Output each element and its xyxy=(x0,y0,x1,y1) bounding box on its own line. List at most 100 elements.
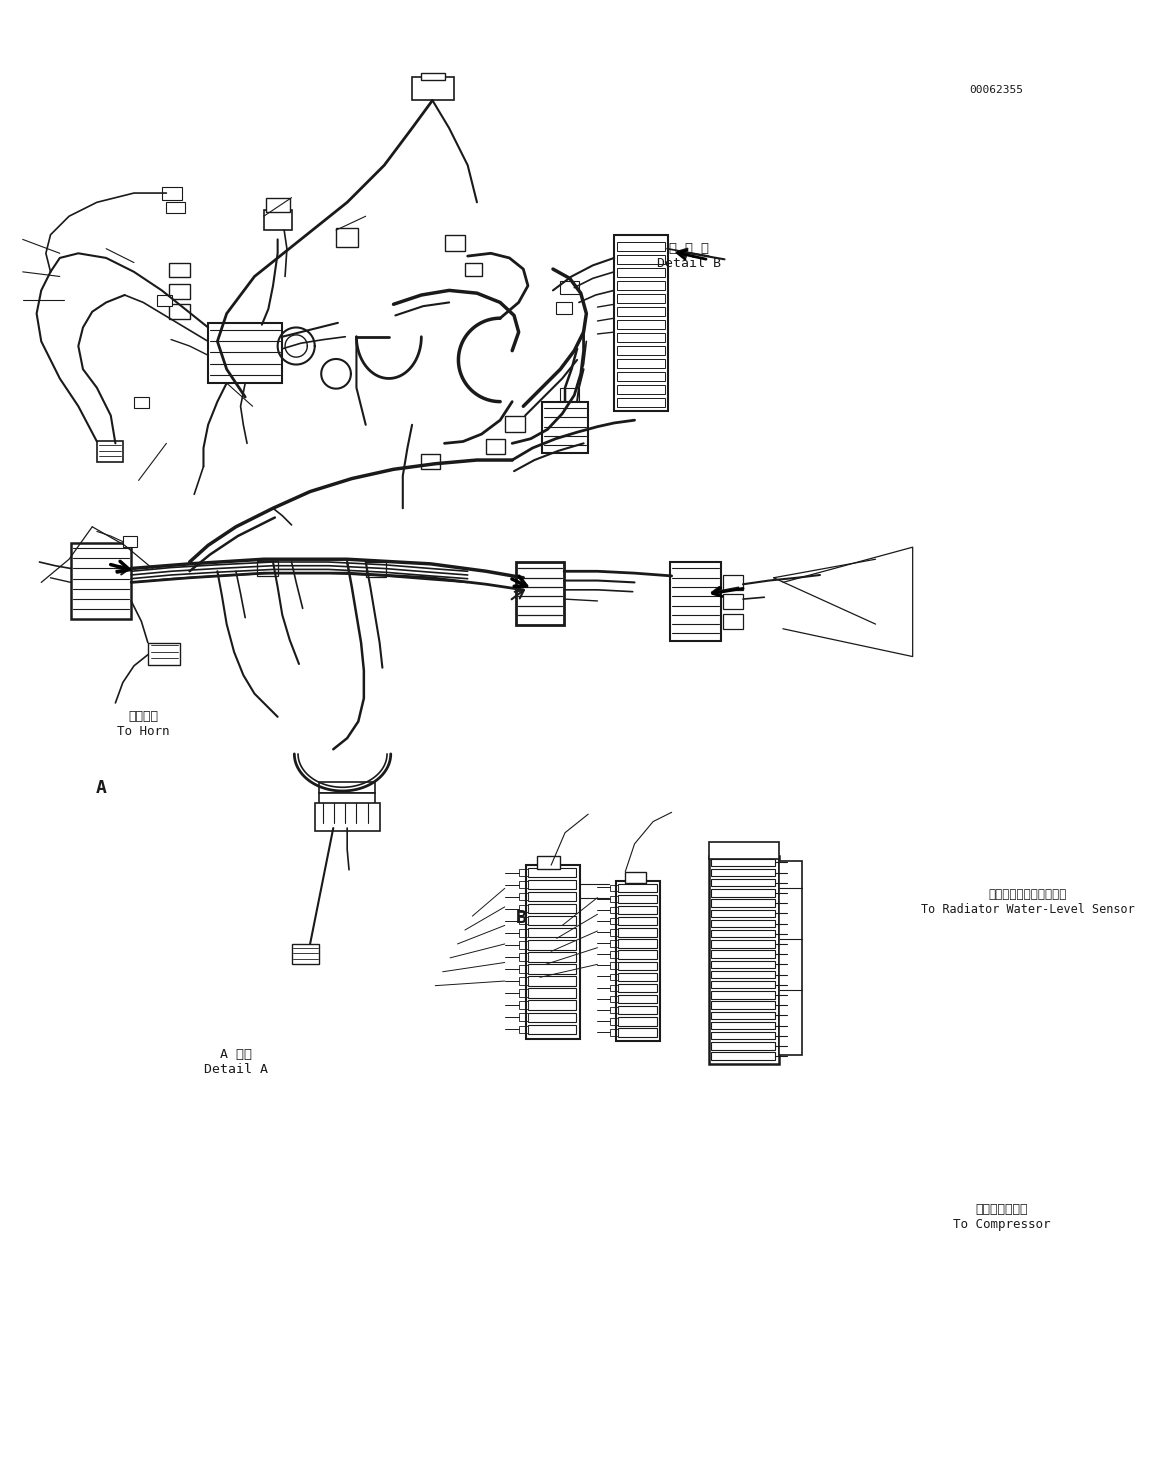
Bar xyxy=(528,1024,576,1035)
Bar xyxy=(711,1012,776,1020)
Bar xyxy=(711,889,776,897)
Bar xyxy=(616,385,665,394)
Bar xyxy=(528,977,576,986)
Text: 日 詳 細
Detail B: 日 詳 細 Detail B xyxy=(657,241,721,269)
Bar xyxy=(708,842,779,858)
Bar xyxy=(537,855,561,869)
Bar xyxy=(618,984,657,992)
Text: A 詳細
Detail A: A 詳細 Detail A xyxy=(204,1048,267,1076)
Bar xyxy=(519,881,528,888)
Bar xyxy=(528,928,576,937)
Bar xyxy=(611,984,618,992)
Bar xyxy=(169,262,190,277)
Bar xyxy=(519,892,528,900)
Bar xyxy=(618,906,657,915)
Bar xyxy=(711,869,776,876)
Bar xyxy=(616,255,665,265)
Bar xyxy=(421,73,444,80)
Bar xyxy=(528,881,576,889)
Bar xyxy=(711,921,776,928)
Bar xyxy=(616,371,665,382)
Bar xyxy=(611,929,618,935)
Bar xyxy=(611,885,618,891)
Bar xyxy=(711,981,776,989)
Bar xyxy=(711,910,776,918)
Bar xyxy=(711,929,776,937)
Bar xyxy=(616,320,665,330)
Bar xyxy=(618,962,657,969)
Bar xyxy=(528,892,576,901)
Bar xyxy=(519,1026,528,1033)
Bar xyxy=(618,1029,657,1036)
Bar xyxy=(465,262,481,275)
Bar xyxy=(162,188,183,200)
Bar xyxy=(528,1012,576,1021)
Bar xyxy=(618,1006,657,1014)
Bar xyxy=(611,996,618,1002)
Bar xyxy=(611,962,618,969)
Bar xyxy=(722,576,743,591)
Bar xyxy=(616,881,659,1042)
Bar xyxy=(618,895,657,903)
Bar xyxy=(711,961,776,968)
Text: ラジエータ水位センサへ
To Radiator Water-Level Sensor: ラジエータ水位センサへ To Radiator Water-Level Sens… xyxy=(921,888,1134,916)
Bar xyxy=(711,971,776,978)
Bar xyxy=(611,895,618,903)
Bar xyxy=(320,781,374,793)
Bar xyxy=(157,295,172,306)
Bar xyxy=(618,995,657,1003)
Bar xyxy=(616,306,665,317)
Bar xyxy=(516,562,564,625)
Bar xyxy=(618,972,657,981)
Bar xyxy=(618,1017,657,1026)
Bar xyxy=(708,855,779,1064)
Bar xyxy=(618,918,657,925)
Bar xyxy=(134,397,149,408)
Bar xyxy=(148,642,180,665)
Bar xyxy=(611,974,618,980)
Bar xyxy=(616,295,665,303)
Bar xyxy=(519,953,528,961)
Bar xyxy=(519,904,528,913)
Bar xyxy=(618,884,657,892)
Bar xyxy=(711,940,776,947)
Bar xyxy=(611,1029,618,1036)
Bar xyxy=(711,879,776,887)
Bar xyxy=(616,281,665,290)
Bar xyxy=(616,398,665,407)
Bar xyxy=(528,952,576,962)
Bar xyxy=(561,281,579,295)
Bar xyxy=(711,1021,776,1029)
Bar xyxy=(618,950,657,959)
Bar xyxy=(526,866,580,1039)
Bar xyxy=(556,302,572,314)
Bar xyxy=(519,869,528,876)
Bar xyxy=(611,907,618,913)
Bar xyxy=(711,1042,776,1049)
Bar xyxy=(611,1018,618,1024)
Bar xyxy=(670,562,721,641)
Bar xyxy=(519,1014,528,1021)
Bar xyxy=(169,284,190,299)
Bar xyxy=(97,441,123,462)
Bar xyxy=(528,940,576,950)
Bar xyxy=(616,346,665,355)
Bar xyxy=(519,1002,528,1009)
Bar xyxy=(616,268,665,277)
Bar xyxy=(265,198,290,212)
Bar xyxy=(257,561,278,576)
Bar xyxy=(365,562,386,577)
Bar xyxy=(611,952,618,958)
Bar xyxy=(618,940,657,947)
Bar xyxy=(519,918,528,925)
Bar xyxy=(528,904,576,913)
Bar xyxy=(711,1002,776,1009)
Text: コンプレッサへ
To Compressor: コンプレッサへ To Compressor xyxy=(952,1203,1050,1231)
Bar xyxy=(616,333,665,342)
Bar xyxy=(320,793,374,804)
Text: 00062355: 00062355 xyxy=(969,84,1023,95)
Bar xyxy=(412,77,454,101)
Bar xyxy=(208,323,283,383)
Bar xyxy=(626,872,645,882)
Bar xyxy=(519,977,528,984)
